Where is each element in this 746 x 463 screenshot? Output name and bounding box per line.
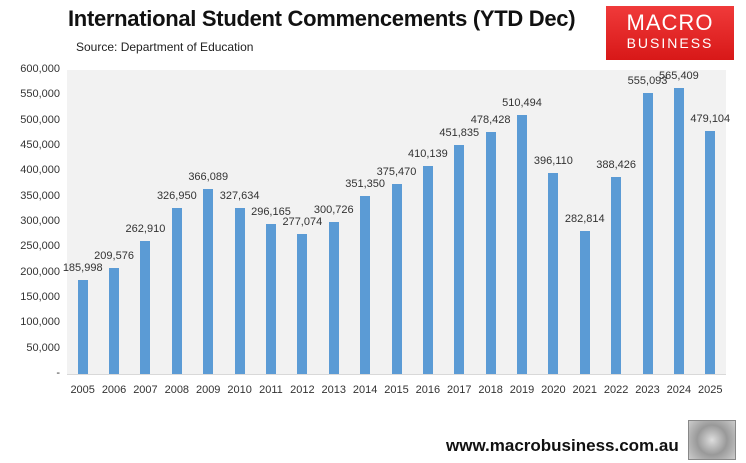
x-tick-label: 2011 bbox=[259, 384, 283, 396]
footer-url: www.macrobusiness.com.au bbox=[446, 436, 679, 455]
bar-2005 bbox=[77, 279, 88, 374]
x-tick-label: 2017 bbox=[447, 384, 472, 396]
y-tick-label: 450,000 bbox=[20, 139, 60, 151]
y-tick-label: 50,000 bbox=[26, 341, 60, 354]
bar-2014 bbox=[360, 195, 371, 374]
y-tick-label: 550,000 bbox=[20, 88, 60, 101]
bar-2011 bbox=[265, 223, 276, 374]
plot-area: 185,998 209,576 262,910 326,950 366,089 327,6… bbox=[63, 69, 730, 375]
logo-line-1: MACRO bbox=[626, 10, 714, 35]
brand-logo: MACRO BUSINESS bbox=[606, 6, 734, 60]
bar-2023 bbox=[642, 92, 653, 374]
data-label: 351,350 bbox=[345, 177, 385, 190]
chart-source: Source: Department of Education bbox=[76, 40, 254, 54]
x-tick-label: 2016 bbox=[415, 384, 441, 396]
x-tick-label: 2009 bbox=[195, 384, 221, 396]
data-label: 300,726 bbox=[313, 203, 354, 216]
x-tick-label: 2006 bbox=[101, 384, 127, 396]
data-label: 296,165 bbox=[251, 205, 291, 218]
data-label: 555,093 bbox=[627, 74, 668, 87]
bar-2020 bbox=[548, 173, 559, 374]
bar-2017 bbox=[454, 145, 465, 374]
bar-2016 bbox=[422, 166, 433, 374]
bar-2009 bbox=[203, 188, 214, 374]
data-label: 410,139 bbox=[407, 148, 448, 161]
fox-logo-icon bbox=[688, 420, 736, 460]
x-tick-label: 2018 bbox=[478, 384, 503, 396]
y-tick-label: 600,000 bbox=[20, 63, 60, 75]
x-tick-label: 2025 bbox=[698, 384, 723, 396]
y-tick-label: 400,000 bbox=[20, 164, 60, 177]
x-tick-label: 2008 bbox=[164, 384, 190, 396]
logo-line-2: BUSINESS bbox=[626, 35, 714, 51]
bar-2019 bbox=[517, 115, 528, 374]
x-tick-label: 2022 bbox=[603, 384, 629, 396]
x-tick-label: 2021 bbox=[572, 384, 598, 396]
x-tick-label: 2005 bbox=[70, 384, 95, 396]
bar-2021 bbox=[579, 230, 590, 374]
data-label: 451,835 bbox=[439, 127, 480, 140]
x-tick-label: 2024 bbox=[666, 384, 692, 396]
data-label: 388,426 bbox=[596, 159, 637, 172]
y-tick-label: 350,000 bbox=[20, 189, 60, 202]
data-label: 366,089 bbox=[188, 170, 229, 183]
x-tick-label: 2013 bbox=[321, 384, 346, 396]
bar-2010 bbox=[234, 208, 245, 374]
data-label: 327,634 bbox=[219, 189, 260, 202]
y-tick-label: 500,000 bbox=[20, 113, 60, 126]
x-tick-label: 2015 bbox=[384, 384, 409, 396]
data-label: 326,950 bbox=[156, 190, 197, 203]
data-label: 277,074 bbox=[282, 215, 323, 228]
bar-2007 bbox=[140, 240, 151, 374]
bar-2024 bbox=[673, 87, 684, 374]
bar-2008 bbox=[171, 208, 182, 374]
y-tick-label: 150,000 bbox=[20, 291, 60, 303]
data-label: 478,428 bbox=[470, 113, 511, 126]
data-label: 282,814 bbox=[564, 212, 605, 225]
y-tick-label: 100,000 bbox=[20, 316, 60, 329]
data-label: 565,409 bbox=[659, 69, 699, 82]
y-tick-label: 250,000 bbox=[20, 240, 60, 253]
y-tick-label: 300,000 bbox=[20, 215, 60, 227]
x-tick-label: 2020 bbox=[541, 384, 566, 396]
x-tick-label: 2007 bbox=[133, 384, 158, 396]
data-label: 510,494 bbox=[502, 97, 542, 110]
x-tick-label: 2010 bbox=[227, 384, 252, 396]
bar-2013 bbox=[328, 221, 339, 374]
bar-2018 bbox=[485, 131, 496, 374]
bar-2025 bbox=[705, 131, 716, 374]
x-tick-label: 2012 bbox=[290, 384, 315, 396]
x-tick-label: 2019 bbox=[509, 384, 535, 396]
data-label: 185,998 bbox=[62, 261, 103, 274]
data-label: 209,576 bbox=[94, 249, 134, 262]
y-tick-label: - bbox=[56, 367, 60, 379]
bar-2022 bbox=[611, 177, 622, 374]
bar-2006 bbox=[109, 267, 120, 374]
data-label: 479,104 bbox=[690, 113, 731, 126]
x-tick-label: 2023 bbox=[635, 384, 660, 396]
chart-title: International Student Commencements (YTD… bbox=[68, 6, 576, 31]
bar-2012 bbox=[297, 233, 308, 374]
x-tick-label: 2014 bbox=[352, 384, 378, 396]
data-label: 375,470 bbox=[376, 165, 417, 178]
data-label: 262,910 bbox=[125, 222, 166, 235]
bar-2015 bbox=[391, 183, 402, 374]
y-tick-label: 200,000 bbox=[20, 265, 60, 278]
data-label: 396,110 bbox=[533, 155, 573, 168]
